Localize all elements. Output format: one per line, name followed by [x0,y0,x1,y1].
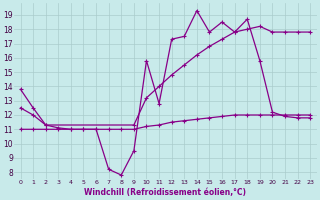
X-axis label: Windchill (Refroidissement éolien,°C): Windchill (Refroidissement éolien,°C) [84,188,246,197]
